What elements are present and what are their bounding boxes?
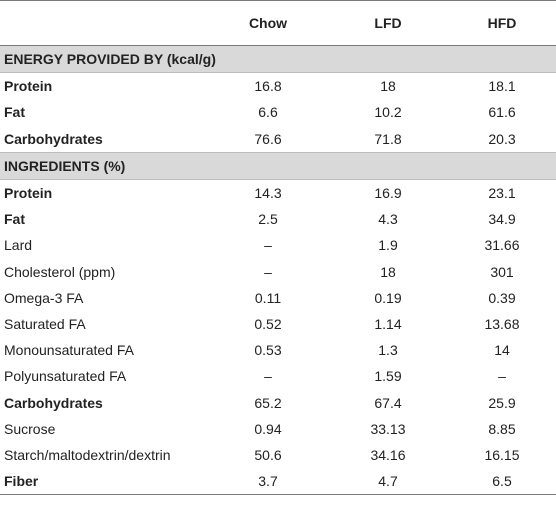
lfd-value: 16.9 (374, 185, 402, 202)
chow-value: 65.2 (254, 394, 282, 411)
hfd-value: 8.85 (488, 420, 516, 437)
chow-value: – (264, 263, 272, 280)
header-cell-chow: Chow (208, 0, 328, 46)
chow-value: 0.11 (254, 289, 282, 306)
hfd-value: 25.9 (488, 394, 516, 411)
lfd-value: 10.2 (374, 104, 402, 121)
row-label: Fat (4, 104, 25, 121)
header-row: Chow LFD HFD (0, 0, 556, 46)
row-label: Saturated FA (4, 315, 86, 332)
table-row: Protein 14.3 16.9 23.1 (0, 179, 556, 206)
hfd-value: 14 (494, 342, 510, 359)
row-label: Protein (4, 185, 53, 202)
lfd-value: 34.16 (370, 446, 406, 463)
row-label: Protein (4, 78, 53, 95)
table-row: Saturated FA 0.52 1.14 13.68 (0, 311, 556, 337)
hfd-value: 13.68 (484, 315, 520, 332)
table-row: Starch/maltodextrin/dextrin 50.6 34.16 16.1… (0, 442, 556, 468)
table-body: ENERGY PROVIDED BY (kcal/g) Protein 16.8 18… (0, 44, 556, 496)
lfd-value: 1.3 (378, 342, 398, 359)
chow-value: – (264, 237, 272, 254)
chow-value: 3.7 (208, 468, 328, 496)
table-row: Cholesterol (ppm) – 18 301 (0, 259, 556, 285)
row-label: Carbohydrates (4, 130, 103, 147)
hfd-value: 16.15 (484, 446, 520, 463)
row-label: Carbohydrates (4, 394, 103, 411)
chow-value: 6.6 (258, 104, 278, 121)
lfd-value: 18 (380, 263, 396, 280)
table-row: Fiber 3.7 4.7 6.5 (0, 468, 556, 496)
lfd-value: 67.4 (374, 394, 402, 411)
table-row: Fat 6.6 10.2 61.6 (0, 99, 556, 125)
table-row: Carbohydrates 76.6 71.8 20.3 (0, 126, 556, 153)
lfd-value: 4.7 (328, 468, 448, 496)
row-label: Monounsaturated FA (4, 342, 134, 359)
diet-composition-table: Chow LFD HFD ENERGY PROVIDED BY (kcal/g)… (0, 0, 556, 496)
table-row: Omega-3 FA 0.11 0.19 0.39 (0, 285, 556, 311)
table-row: Protein 16.8 18 18.1 (0, 73, 556, 100)
lfd-value: 1.9 (378, 237, 398, 254)
chow-value: 16.8 (254, 78, 282, 95)
chow-value: 2.5 (258, 211, 278, 228)
table-row: Sucrose 0.94 33.13 8.85 (0, 416, 556, 442)
hfd-value: 34.9 (488, 211, 516, 228)
header-cell-empty (0, 0, 208, 46)
lfd-value: 18 (380, 78, 396, 95)
hfd-value: 61.6 (488, 104, 516, 121)
hfd-value: 6.5 (448, 468, 556, 496)
hfd-value: 20.3 (488, 130, 516, 147)
row-label: Starch/maltodextrin/dextrin (4, 446, 171, 463)
table-row: Carbohydrates 65.2 67.4 25.9 (0, 389, 556, 415)
header-cell-lfd: LFD (328, 0, 448, 46)
chow-value: 0.53 (254, 342, 282, 359)
row-label: Lard (4, 237, 33, 254)
row-label: Polyunsaturated FA (4, 368, 127, 385)
section-title: ENERGY PROVIDED BY (kcal/g) (0, 44, 556, 74)
lfd-value: 71.8 (374, 130, 402, 147)
table-row: Monounsaturated FA 0.53 1.3 14 (0, 337, 556, 363)
chow-value: 0.52 (254, 315, 282, 332)
lfd-value: 0.19 (374, 289, 402, 306)
chow-value: 76.6 (254, 130, 282, 147)
hfd-value: 18.1 (488, 78, 516, 95)
row-label: Sucrose (4, 420, 56, 437)
row-label: Fiber (0, 468, 208, 496)
chow-value: 14.3 (254, 185, 282, 202)
table-row: Fat 2.5 4.3 34.9 (0, 206, 556, 232)
hfd-value: 301 (490, 263, 514, 280)
table-row: Lard – 1.9 31.66 (0, 232, 556, 258)
row-label: Fat (4, 211, 25, 228)
hfd-value: 0.39 (488, 289, 516, 306)
lfd-value: 1.59 (374, 368, 402, 385)
section-header-row: ENERGY PROVIDED BY (kcal/g) (0, 44, 556, 74)
chow-value: 50.6 (254, 446, 282, 463)
chow-value: 0.94 (254, 420, 282, 437)
lfd-value: 4.3 (378, 211, 398, 228)
header-cell-hfd: HFD (448, 0, 556, 46)
lfd-value: 1.14 (374, 315, 402, 332)
row-label: Cholesterol (ppm) (4, 263, 116, 280)
hfd-value: 31.66 (484, 237, 520, 254)
hfd-value: – (498, 368, 506, 385)
table-row: Polyunsaturated FA – 1.59 – (0, 363, 556, 389)
lfd-value: 33.13 (370, 420, 406, 437)
chow-value: – (264, 368, 272, 385)
row-label: Omega-3 FA (4, 289, 84, 306)
section-header-row: INGREDIENTS (%) (0, 151, 556, 180)
hfd-value: 23.1 (488, 185, 516, 202)
section-title: INGREDIENTS (%) (0, 151, 556, 180)
